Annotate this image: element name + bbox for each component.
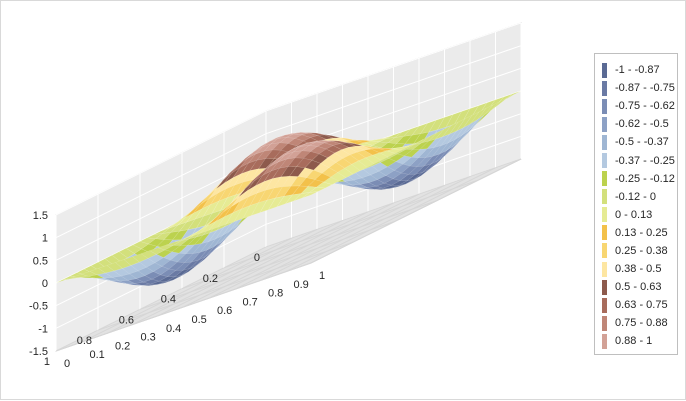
x-tick-label: 0.7 [243,296,258,308]
z-tick-label: 1 [42,233,48,245]
x-tick-label: 0.6 [217,305,232,317]
legend-label: 0.88 - 1 [615,335,653,348]
floor-gridline [208,193,420,299]
z-tick-label: -0.5 [29,301,48,313]
legend-label: -0.87 - -0.75 [615,82,675,95]
x-tick-label: 0.1 [90,349,105,361]
legend-swatch [602,315,607,331]
x-axis-ticks: 0 0.1 0.2 0.3 0.4 0.5 0.6 0.7 0.8 0.9 1 [64,270,325,370]
legend-label: -0.25 - -0.12 [615,172,675,185]
legend-item: 0.75 - 0.88 [602,314,677,332]
legend-item: 0.88 - 1 [602,332,677,350]
floor-gridline [106,228,318,334]
legend-item: 0 - 0.13 [602,206,677,224]
legend-label: -0.75 - -0.62 [615,100,675,113]
legend-item: -0.75 - -0.62 [602,97,677,115]
legend-item: -0.62 - -0.5 [602,115,677,133]
legend-label: -0.62 - -0.5 [615,118,669,131]
floor-gridline [310,158,522,264]
legend-item: -0.5 - -0.37 [602,133,677,151]
y-tick-label: 0 [254,252,260,264]
floor-gridline [234,184,445,290]
legend-swatch [602,333,607,349]
legend-item: -0.37 - -0.25 [602,151,677,169]
legend-label: 0.75 - 0.88 [615,317,668,330]
legend-swatch [602,98,607,114]
legend: -1 - -0.87 -0.87 - -0.75 -0.75 - -0.62 -0.6… [594,53,678,355]
legend-item: -1 - -0.87 [602,61,677,79]
legend-label: -0.12 - 0 [615,190,656,203]
y-tick-label: 0.6 [119,314,134,326]
z-tick-label: 1.5 [33,210,48,222]
floor-gridline [132,220,343,326]
x-tick-label: 0.8 [268,288,283,300]
legend-swatch [602,261,607,277]
legend-item: -0.25 - -0.12 [602,170,677,188]
legend-swatch [602,243,607,259]
legend-swatch [602,116,607,132]
floor-gridline [157,211,369,317]
z-tick-label: 0 [42,278,48,290]
legend-item: 0.13 - 0.25 [602,224,677,242]
floor-gridline [223,179,480,269]
legend-label: 0.25 - 0.38 [615,244,668,257]
y-axis-ticks: 0 0.2 0.4 0.6 0.8 1 [44,252,260,368]
z-tick-label: -1 [38,323,48,335]
surface-patch [302,191,319,199]
legend-label: -0.37 - -0.25 [615,154,675,167]
legend-label: -1 - -0.87 [615,64,660,77]
surface-plot [55,90,522,286]
x-tick-label: 0.5 [192,314,207,326]
legend-swatch [602,62,607,78]
floor-gridline [285,167,496,273]
floor-gridline [55,246,267,352]
legend-swatch [602,80,607,96]
z-axis-ticks: 1.5 1 0.5 0 -0.5 -1 -1.5 [29,210,48,358]
legend-item: 0.5 - 0.63 [602,278,677,296]
z-tick-label: 0.5 [33,255,48,267]
legend-swatch [602,171,607,187]
x-tick-label: 1 [319,270,325,282]
legend-swatch [602,153,607,169]
legend-swatch [602,207,607,223]
floor-gridline [183,202,394,308]
legend-swatch [602,225,607,241]
x-tick-label: 0.2 [115,340,130,352]
legend-swatch [602,189,607,205]
legend-label: 0.5 - 0.63 [615,281,662,294]
x-tick-label: 0.4 [166,323,181,335]
floor-gridline [259,176,471,282]
legend-label: 0.38 - 0.5 [615,263,662,276]
floor-gridline [265,158,522,248]
y-tick-label: 1 [44,356,50,368]
legend-label: -0.5 - -0.37 [615,136,669,149]
legend-swatch [602,279,607,295]
z-tick-label: -1.5 [29,346,48,358]
legend-item: 0.63 - 0.75 [602,296,677,314]
x-tick-label: 0 [64,358,70,370]
legend-swatch [602,134,607,150]
x-tick-label: 0.3 [141,332,156,344]
legend-swatch [602,297,607,313]
floor-gridline [139,220,396,310]
legend-item: 0.25 - 0.38 [602,242,677,260]
y-tick-label: 0.2 [203,273,218,285]
legend-item: 0.38 - 0.5 [602,260,677,278]
floor-gridline [55,262,312,352]
legend-label: 0.63 - 0.75 [615,299,668,312]
legend-item: -0.12 - 0 [602,188,677,206]
floor-gridline [97,241,354,331]
floor-gridline [181,200,438,290]
x-tick-label: 0.9 [294,279,309,291]
legend-item: -0.87 - -0.75 [602,79,677,97]
legend-label: 0 - 0.13 [615,208,653,221]
floor-gridline [81,237,292,343]
y-tick-label: 0.8 [77,335,92,347]
y-tick-label: 0.4 [161,294,176,306]
legend-label: 0.13 - 0.25 [615,226,668,239]
